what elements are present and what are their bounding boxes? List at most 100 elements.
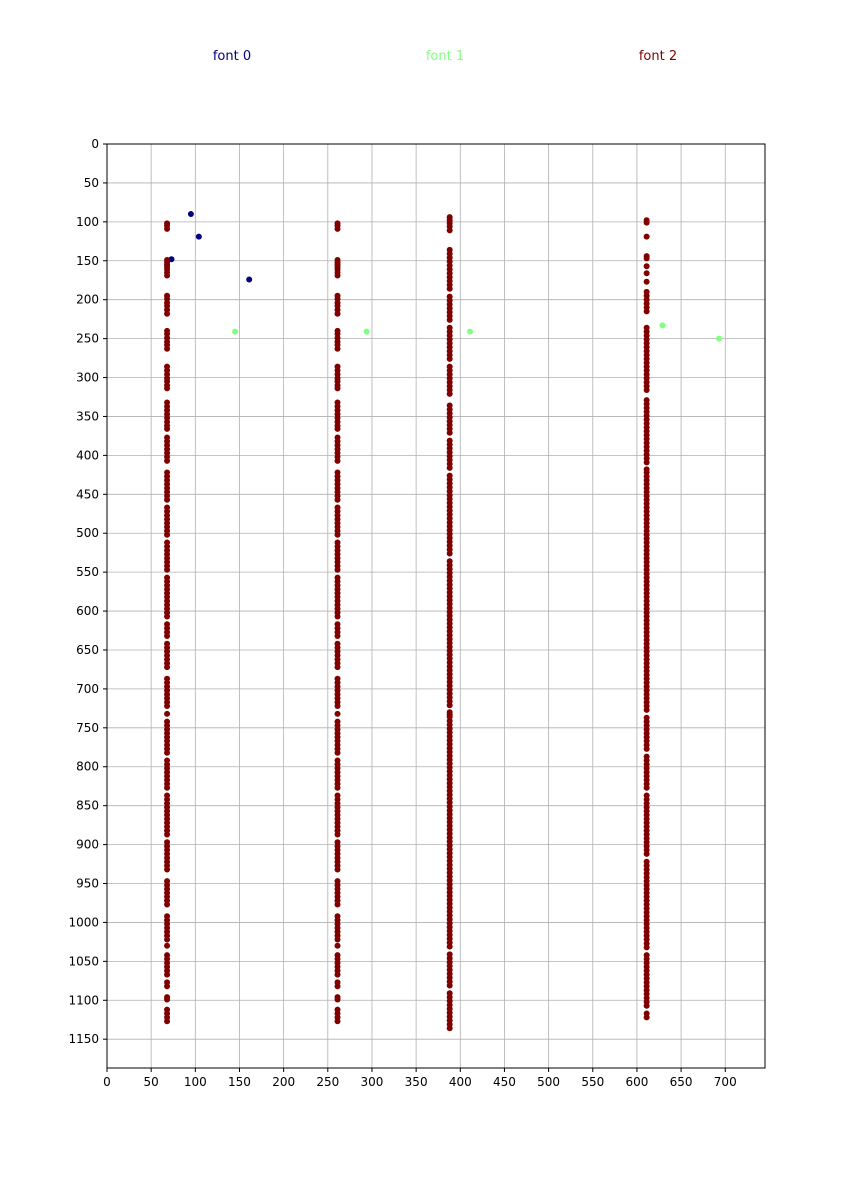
y-tick-label: 1150 xyxy=(68,1032,99,1046)
data-point-font-2 xyxy=(643,386,650,393)
data-point-font-2 xyxy=(164,345,171,352)
data-point-font-2 xyxy=(446,227,453,234)
data-point-font-2 xyxy=(446,943,453,950)
x-tick-label: 400 xyxy=(449,1075,472,1089)
y-tick-label: 400 xyxy=(76,448,99,462)
x-tick-label: 350 xyxy=(405,1075,428,1089)
data-point-font-2 xyxy=(334,345,341,352)
data-point-font-0 xyxy=(195,233,202,240)
y-tick-label: 450 xyxy=(76,487,99,501)
data-point-font-2 xyxy=(334,901,341,908)
data-point-font-2 xyxy=(334,983,341,990)
data-point-font-2 xyxy=(164,936,171,943)
x-tick-label: 0 xyxy=(103,1075,111,1089)
y-tick-label: 600 xyxy=(76,604,99,618)
x-tick-label: 50 xyxy=(144,1075,159,1089)
x-tick-label: 200 xyxy=(272,1075,295,1089)
y-tick-label: 1100 xyxy=(68,993,99,1007)
data-point-font-2 xyxy=(643,308,650,315)
data-point-font-2 xyxy=(334,613,341,620)
data-point-font-2 xyxy=(446,982,453,989)
data-point-font-2 xyxy=(643,944,650,951)
x-tick-label: 250 xyxy=(316,1075,339,1089)
data-point-font-2 xyxy=(334,971,341,978)
data-point-font-2 xyxy=(446,355,453,362)
data-point-font-2 xyxy=(164,496,171,503)
x-tick-label: 150 xyxy=(228,1075,251,1089)
data-point-font-0 xyxy=(168,256,175,263)
y-tick-label: 100 xyxy=(76,215,99,229)
y-axis: 0 50 100 150 200 250 300 350 400 450 500 550 600 650 7… xyxy=(68,137,107,1046)
data-point-font-2 xyxy=(164,632,171,639)
x-tick-label: 550 xyxy=(581,1075,604,1089)
data-point-font-2 xyxy=(334,749,341,756)
y-tick-label: 200 xyxy=(76,293,99,307)
data-point-font-2 xyxy=(334,703,341,710)
data-point-font-1 xyxy=(363,328,370,335)
data-point-font-2 xyxy=(164,425,171,432)
y-tick-label: 900 xyxy=(76,838,99,852)
data-point-font-2 xyxy=(164,901,171,908)
data-point-font-2 xyxy=(164,703,171,710)
data-point-font-2 xyxy=(334,272,341,279)
data-point-font-2 xyxy=(334,784,341,791)
data-point-font-2 xyxy=(164,710,171,717)
data-point-font-1 xyxy=(232,328,239,335)
y-tick-label: 550 xyxy=(76,565,99,579)
y-tick-label: 300 xyxy=(76,371,99,385)
data-point-font-2 xyxy=(334,496,341,503)
data-point-font-2 xyxy=(446,550,453,557)
y-tick-label: 850 xyxy=(76,799,99,813)
data-point-font-1 xyxy=(716,335,723,342)
data-point-font-2 xyxy=(334,942,341,949)
data-point-font-2 xyxy=(446,1025,453,1032)
y-tick-label: 250 xyxy=(76,332,99,346)
data-point-font-2 xyxy=(164,531,171,538)
data-point-font-2 xyxy=(334,457,341,464)
y-tick-label: 1050 xyxy=(68,954,99,968)
x-tick-label: 300 xyxy=(361,1075,384,1089)
data-point-font-2 xyxy=(643,1014,650,1021)
data-point-font-2 xyxy=(334,425,341,432)
data-point-font-2 xyxy=(334,1018,341,1025)
data-point-font-2 xyxy=(334,710,341,717)
data-point-font-0 xyxy=(187,211,194,218)
y-tick-label: 1000 xyxy=(68,915,99,929)
data-point-font-2 xyxy=(164,749,171,756)
y-tick-label: 150 xyxy=(76,254,99,268)
data-point-font-2 xyxy=(446,702,453,709)
data-point-font-2 xyxy=(643,263,650,270)
data-point-font-2 xyxy=(164,866,171,873)
data-point-font-2 xyxy=(164,385,171,392)
data-point-font-2 xyxy=(334,225,341,232)
data-point-font-2 xyxy=(164,971,171,978)
y-tick-label: 700 xyxy=(76,682,99,696)
data-point-font-2 xyxy=(643,233,650,240)
data-point-font-2 xyxy=(446,429,453,436)
legend-label-font-2: font 2 xyxy=(639,49,677,64)
x-tick-label: 600 xyxy=(625,1075,648,1089)
legend-label-font-0: font 0 xyxy=(213,49,251,64)
data-point-font-2 xyxy=(164,983,171,990)
data-points xyxy=(164,211,723,1032)
y-tick-label: 950 xyxy=(76,877,99,891)
x-axis: 0 50 100 150 200 250 300 350 400 450 500 550 600 650 7… xyxy=(103,1068,737,1089)
data-point-font-2 xyxy=(643,219,650,226)
data-point-font-1 xyxy=(467,328,474,335)
data-point-font-2 xyxy=(446,464,453,471)
data-point-font-2 xyxy=(334,531,341,538)
y-tick-label: 350 xyxy=(76,409,99,423)
y-tick-label: 750 xyxy=(76,721,99,735)
data-point-font-2 xyxy=(334,936,341,943)
data-point-font-2 xyxy=(164,613,171,620)
plot-frame xyxy=(106,143,766,1069)
data-point-font-2 xyxy=(164,996,171,1003)
data-point-font-2 xyxy=(643,784,650,791)
y-tick-label: 50 xyxy=(84,176,99,190)
data-point-font-2 xyxy=(164,566,171,573)
data-point-font-2 xyxy=(446,390,453,397)
data-point-font-2 xyxy=(446,285,453,292)
data-point-font-0 xyxy=(246,276,253,283)
data-point-font-2 xyxy=(164,942,171,949)
